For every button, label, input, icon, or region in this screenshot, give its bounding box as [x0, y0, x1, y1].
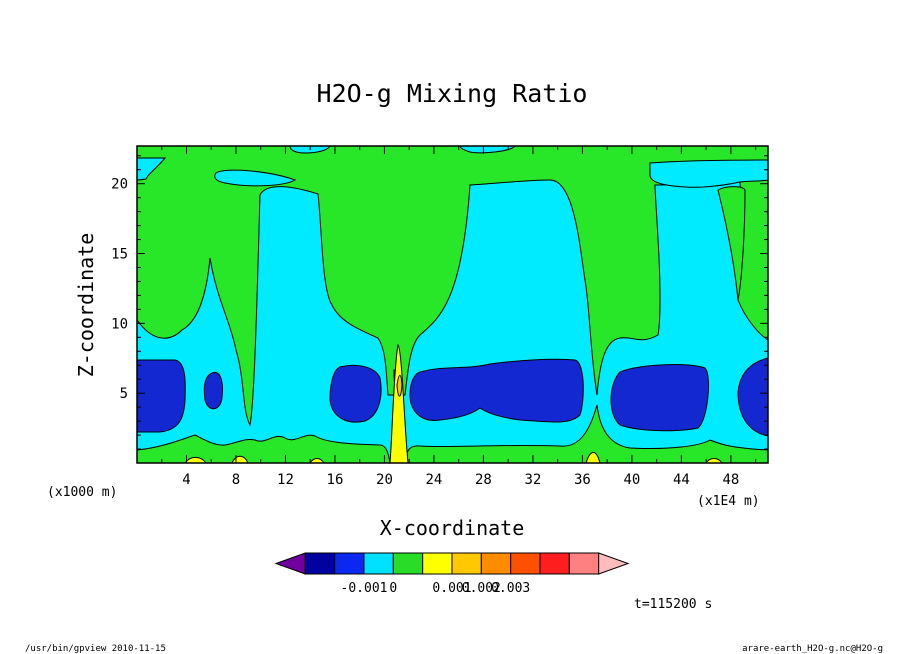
footer-left: /usr/bin/gpview 2010-11-15 [25, 644, 166, 654]
colorbar-tick-label: 0 [389, 581, 397, 596]
x-axis-label: X-coordinate [380, 516, 525, 540]
contour-green-bottom [137, 434, 391, 463]
x-tick-label: 16 [327, 472, 344, 488]
contour-deepblue-small [203, 371, 223, 410]
chart-title: H2O-g Mixing Ratio [317, 79, 588, 108]
colorbar-swatch [568, 552, 600, 575]
colorbar-swatch [363, 552, 394, 575]
contour-green-bottom-center [404, 404, 768, 463]
y-unit-label: (x1000 m) [47, 485, 117, 500]
x-tick-label: 20 [376, 472, 393, 488]
colorbar-tick-label: 0.001 [432, 581, 471, 596]
x-tick-label: 44 [673, 472, 690, 488]
plot-area [137, 146, 768, 463]
contour-cyan-top-blob-left [214, 169, 297, 187]
x-tick-label: 32 [524, 472, 541, 488]
y-tick-label: 15 [111, 247, 128, 263]
colorbar-swatch [451, 552, 482, 575]
colorbar-tick-label: 0.002 [462, 581, 501, 596]
contour-cyan-region [137, 179, 768, 463]
x-tick-label: 36 [574, 472, 591, 488]
contour-deepblue-center [409, 358, 584, 423]
x-tick-label: 48 [722, 472, 739, 488]
colorbar-swatch [274, 552, 306, 575]
x-tick-label: 4 [182, 472, 190, 488]
x-tick-label: 8 [232, 472, 240, 488]
x-axis-ticks: 4 8 12 16 20 24 28 32 36 40 44 48 [161, 146, 757, 488]
colorbar [274, 552, 630, 575]
colorbar-tick-label: 0.003 [491, 581, 530, 596]
x-unit-label: (x1E4 m) [697, 494, 760, 509]
contour-deepblue-right [610, 364, 710, 432]
x-tick-label: 28 [475, 472, 492, 488]
contour-orange-spike [396, 374, 403, 397]
colorbar-swatch [598, 552, 630, 575]
contour-deepblue-left [137, 359, 186, 433]
colorbar-swatch [480, 552, 512, 575]
x-tick-label: 40 [623, 472, 640, 488]
colorbar-swatch [422, 552, 453, 575]
footer-right: arare-earth_H2O-g.nc@H2O-g [742, 644, 883, 654]
contour-cyan-top-right [649, 159, 768, 188]
contour-yellow-spike [389, 343, 409, 463]
colorbar-swatch [304, 552, 336, 575]
contour-cyan-top-blob-right [459, 146, 516, 154]
colorbar-swatch [392, 552, 424, 575]
colorbar-tick-label: -0.001 [341, 581, 388, 596]
y-tick-label: 10 [111, 316, 128, 332]
contour-green-right-finger [717, 186, 746, 301]
y-axis-label: Z-coordinate [74, 233, 98, 378]
x-tick-label: 24 [426, 472, 443, 488]
contour-deepblue-mid-left [329, 364, 382, 423]
colorbar-swatch [539, 552, 570, 575]
x-tick-label: 12 [277, 472, 294, 488]
y-tick-label: 20 [111, 177, 128, 193]
y-axis-ticks: 5 10 15 20 [111, 155, 768, 450]
colorbar-swatch [510, 552, 541, 575]
contour-deepblue-far-right [737, 357, 768, 437]
plot-frame [136, 145, 769, 464]
y-tick-label: 5 [120, 386, 128, 402]
time-label: t=115200 s [634, 597, 712, 612]
colorbar-swatch [334, 552, 365, 575]
